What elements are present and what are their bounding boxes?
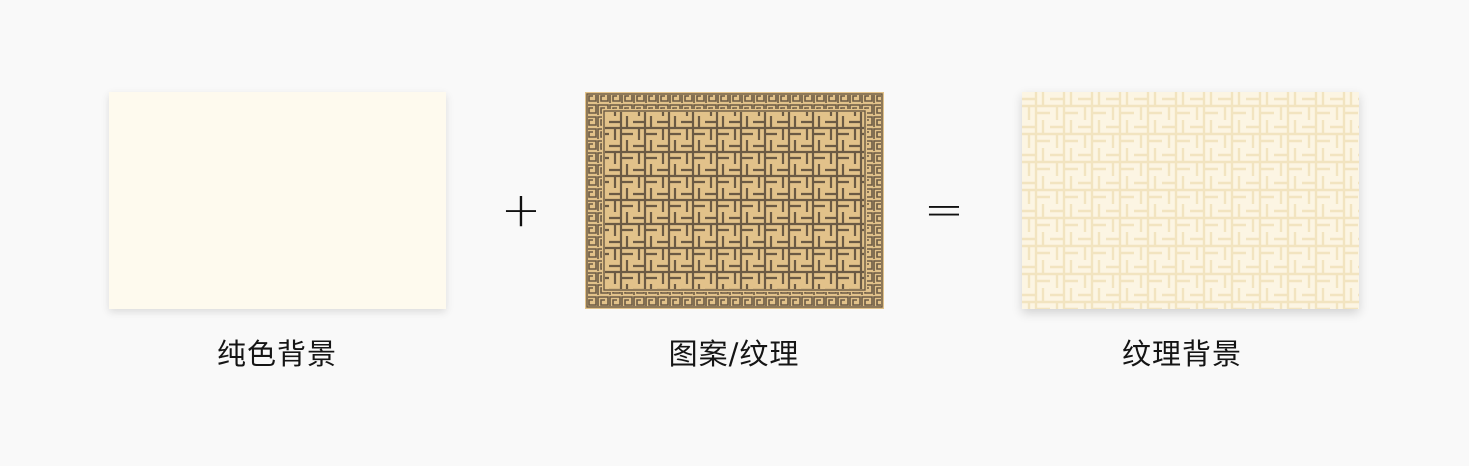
pattern-texture-swatch [585,92,884,309]
faint-lattice-texture [1022,92,1359,309]
textured-background-swatch [1022,92,1359,309]
solid-color-label: 纯色背景 [216,337,337,371]
plus-operator: + [500,182,542,238]
equals-operator: = [923,182,965,238]
solid-color-swatch [109,92,446,309]
pattern-texture-label: 图案/纹理 [668,337,800,371]
textured-background-label: 纹理背景 [1121,337,1242,371]
solid-color-fill [109,92,446,309]
fret-pattern-tile [585,92,884,309]
